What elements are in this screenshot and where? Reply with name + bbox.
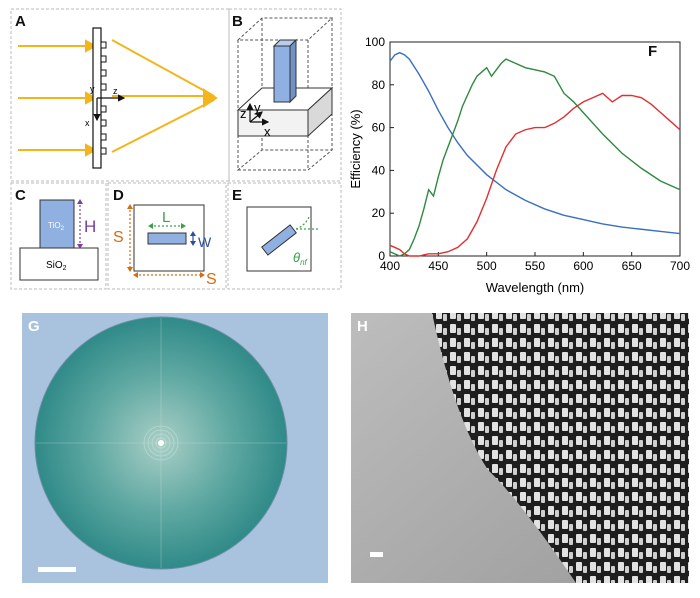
nanofin-array xyxy=(432,313,689,583)
panel-b-axis-y: y xyxy=(254,100,261,115)
height-label: H xyxy=(84,217,96,236)
scale-bar-h xyxy=(370,552,383,557)
series-line-1 xyxy=(389,51,681,235)
x-tick-label: 700 xyxy=(670,259,690,273)
panel-c-border xyxy=(10,182,107,290)
panel-c: C TiO2 SiO2 H xyxy=(10,182,107,290)
width-label: W xyxy=(198,234,212,250)
y-tick-label: 20 xyxy=(372,206,386,220)
period-label-vertical: S xyxy=(113,229,124,246)
efficiency-chart: F 400 450 500 550 600 650 700 0 20 40 60 80 100 Wave… xyxy=(348,35,690,295)
panel-d-border xyxy=(107,182,227,290)
panel-f-letter: F xyxy=(648,43,657,60)
series-line-2 xyxy=(389,58,681,257)
panel-h-letter: H xyxy=(357,318,368,335)
x-tick-label: 450 xyxy=(428,259,448,273)
y-axis-label: Efficiency (%) xyxy=(348,109,363,188)
panel-d-letter: D xyxy=(113,187,124,204)
panel-a-letter: A xyxy=(15,13,26,30)
panel-a-axes xyxy=(93,94,126,122)
panel-g-letter: G xyxy=(28,318,40,335)
y-tick-label: 60 xyxy=(372,121,386,135)
y-tick-label: 40 xyxy=(372,163,386,177)
incident-rays xyxy=(18,39,98,157)
panel-e: E θnf xyxy=(227,182,342,290)
x-tick-label: 650 xyxy=(622,259,642,273)
y-tick-label: 100 xyxy=(365,35,385,49)
x-tick-label: 500 xyxy=(477,259,497,273)
nanofin-pillar xyxy=(272,38,298,104)
panel-a-axis-z: z xyxy=(113,86,118,96)
panel-b: B z y x xyxy=(228,8,342,182)
x-tick-label: 600 xyxy=(573,259,593,273)
focusing-rays xyxy=(111,39,218,153)
panel-a-axis-x: x xyxy=(85,118,90,128)
panel-a-axis-y: y xyxy=(90,84,95,94)
panel-d: D L W S S xyxy=(107,182,227,290)
sio2-substrate xyxy=(19,247,99,281)
y-tick-label: 0 xyxy=(378,249,385,263)
sio2-label: SiO2 xyxy=(46,260,67,272)
nanofin-top-view xyxy=(147,232,187,245)
tio2-label: TiO2 xyxy=(48,221,65,232)
panel-g: G xyxy=(22,313,328,583)
plot-frame xyxy=(389,41,681,257)
nanofins xyxy=(100,41,107,155)
panel-e-border xyxy=(227,182,342,290)
panel-c-letter: C xyxy=(15,187,26,204)
panel-b-border xyxy=(228,8,342,182)
period-label-horizontal: S xyxy=(206,271,217,288)
rotated-nanofin xyxy=(261,224,297,256)
panel-h: H xyxy=(351,313,689,583)
panel-a: A y z x xyxy=(10,8,230,182)
panel-b-axis-x: x xyxy=(264,124,271,139)
scale-bar-g xyxy=(38,567,76,572)
panel-b-axes xyxy=(246,102,270,126)
series-line-3 xyxy=(389,92,681,257)
panel-b-axis-z: z xyxy=(240,106,247,121)
length-label: L xyxy=(162,209,170,226)
rotation-angle-label: θnf xyxy=(293,250,308,267)
x-axis-label: Wavelength (nm) xyxy=(486,280,585,295)
y-tick-label: 80 xyxy=(372,78,386,92)
series-lines xyxy=(389,51,681,257)
panel-b-letter: B xyxy=(232,13,243,30)
panel-e-letter: E xyxy=(232,187,242,204)
tio2-pillar xyxy=(39,199,75,249)
x-tick-label: 400 xyxy=(380,259,400,273)
x-tick-label: 550 xyxy=(525,259,545,273)
axis-ticks: 400 450 500 550 600 650 700 0 20 40 60 80 100 xyxy=(365,35,690,273)
